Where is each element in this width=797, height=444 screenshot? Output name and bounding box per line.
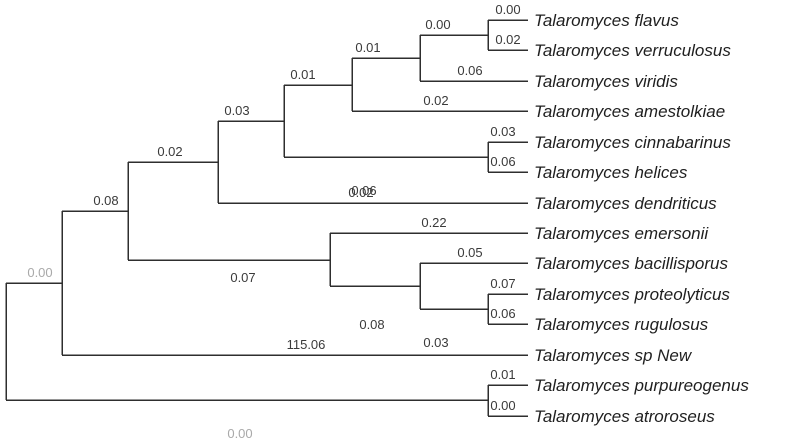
taxon-label: Talaromyces sp New [534,346,693,365]
helices-branch-length: 0.06 [490,154,515,169]
taxon-label: Talaromyces verruculosus [534,41,731,60]
emersonii-clade-branch-length: 0.07 [230,270,255,285]
dendriticus-node-branch-length: 0.02 [157,144,182,159]
dendriticus-overlap-label-b: 0.06 [351,183,376,198]
flavus-verruculosus-node-branch-length: 0.00 [425,17,450,32]
root-upper-branch-length: 0.00 [27,265,52,280]
taxon-label: Talaromyces emersonii [534,224,709,243]
dendriticus-overlap-label-a: 0.02 [348,185,373,200]
viridis-node-branch-length: 0.01 [355,40,380,55]
taxon-label: Talaromyces helices [534,163,688,182]
atroroseus-branch-length: 0.00 [490,398,515,413]
root-lower-branch-length: 0.00 [227,426,252,441]
amestolkiae-node-branch-length: 0.01 [290,67,315,82]
taxon-label: Talaromyces bacillisporus [534,254,729,273]
taxon-label: Talaromyces proteolyticus [534,285,730,304]
flavus-branch-length: 0.00 [495,2,520,17]
taxon-label: Talaromyces atroroseus [534,407,715,426]
verruculosus-branch-length: 0.02 [495,32,520,47]
purpureogenus-branch-length: 0.01 [490,367,515,382]
taxon-label: Talaromyces dendriticus [534,194,717,213]
rugulosus-branch-length: 0.06 [490,306,515,321]
taxon-label: Talaromyces viridis [534,72,678,91]
taxon-label: Talaromyces flavus [534,11,679,30]
upper-lower-split-branch-length: 0.08 [93,193,118,208]
viridis-branch-length: 0.06 [457,63,482,78]
amestolkiae-branch-length: 0.02 [423,93,448,108]
cinnabarinus-helices-node-branch-length: 0.03 [224,103,249,118]
taxon-label: Talaromyces cinnabarinus [534,133,731,152]
sp-new-branch-length: 115.06 [287,337,326,352]
taxon-label: Talaromyces rugulosus [534,315,709,334]
bacillisporus-node-branch-length: 0.08 [359,317,384,332]
proteolyticus-branch-length: 0.07 [490,276,515,291]
proteolyticus-rugulosus-node-branch-length: 0.03 [423,335,448,350]
emersonii-branch-length: 0.22 [421,215,446,230]
bacillisporus-branch-length: 0.05 [457,245,482,260]
cinnabarinus-branch-length: 0.03 [490,124,515,139]
taxon-label: Talaromyces purpureogenus [534,376,749,395]
taxon-label: Talaromyces amestolkiae [534,102,725,121]
